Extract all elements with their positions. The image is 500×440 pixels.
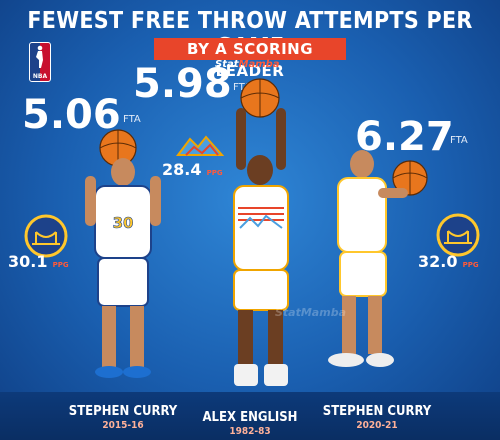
player-name-2: ALEX ENGLISH 1982-83 bbox=[185, 410, 315, 438]
warriors-logo-icon bbox=[24, 214, 68, 258]
player-name-label-3: STEPHEN CURRY bbox=[322, 404, 432, 419]
player-figure-3 bbox=[328, 150, 428, 367]
player-name-1: STEPHEN CURRY 2015-16 bbox=[58, 404, 188, 432]
brand-label: StatMamba bbox=[215, 59, 280, 70]
watermark: StatMamba bbox=[275, 306, 346, 319]
fta-unit-1: FTA bbox=[123, 114, 141, 125]
player-season-2: 1982-83 bbox=[229, 425, 271, 437]
warriors-logo-icon bbox=[436, 213, 480, 257]
ppg-block-3: 32.0 PPG bbox=[418, 252, 479, 271]
ppg-unit-1: PPG bbox=[52, 261, 69, 269]
ppg-value-3: 32.0 bbox=[418, 252, 458, 271]
fta-unit-3: FTA bbox=[450, 135, 468, 146]
fta-value-2: 5.98 bbox=[133, 61, 232, 107]
player-season-3: 2020-21 bbox=[356, 419, 398, 431]
player-name-label-1: STEPHEN CURRY bbox=[68, 404, 178, 419]
nuggets-logo-icon bbox=[176, 135, 225, 156]
svg-text:30: 30 bbox=[113, 214, 134, 232]
fta-value-3: 6.27 bbox=[355, 114, 454, 160]
player-name-label-2: ALEX ENGLISH bbox=[202, 410, 298, 425]
player-name-3: STEPHEN CURRY 2020-21 bbox=[312, 404, 442, 432]
nba-logo-text: NBA bbox=[32, 73, 48, 80]
subtitle-banner: BY A SCORING LEADER bbox=[154, 38, 346, 80]
ppg-unit-3: PPG bbox=[462, 261, 479, 269]
player-season-1: 2015-16 bbox=[102, 419, 144, 431]
team-logo-1 bbox=[24, 214, 68, 262]
ppg-block-2: 28.4 PPG bbox=[162, 160, 223, 179]
player-figure-2 bbox=[233, 78, 289, 386]
nba-logo: NBA bbox=[29, 42, 51, 82]
brand-part2: Mamba bbox=[238, 59, 280, 70]
player-figure-1: 30 bbox=[85, 129, 161, 378]
footer-bar bbox=[0, 392, 500, 440]
ppg-unit-2: PPG bbox=[206, 169, 223, 177]
team-logo-2 bbox=[176, 133, 225, 161]
ppg-value-2: 28.4 bbox=[162, 160, 202, 179]
ppg-value-1: 30.1 bbox=[8, 252, 48, 271]
fta-unit-2: FTA bbox=[233, 82, 251, 93]
brand-part1: Stat bbox=[215, 59, 239, 70]
ppg-block-1: 30.1 PPG bbox=[8, 252, 69, 271]
team-logo-3 bbox=[436, 213, 480, 261]
fta-value-1: 5.06 bbox=[22, 92, 121, 138]
nba-silhouette-icon bbox=[36, 45, 43, 68]
